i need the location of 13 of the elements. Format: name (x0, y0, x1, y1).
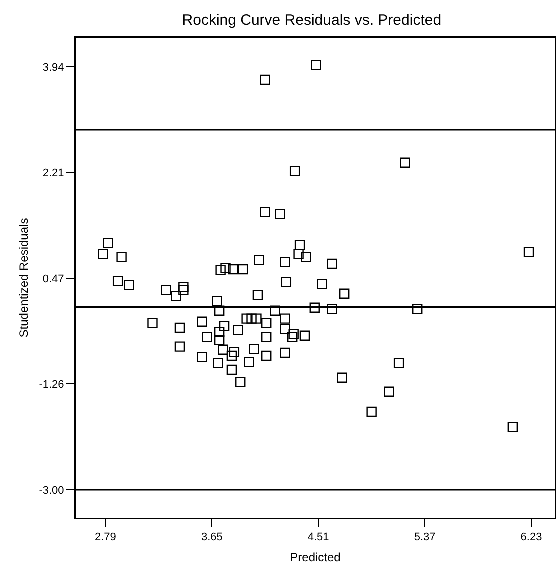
x-tick-label: 3.65 (201, 532, 223, 544)
chart-title: Rocking Curve Residuals vs. Predicted (182, 12, 442, 30)
x-tick-label: 2.79 (95, 532, 116, 544)
y-tick-label: -1.26 (39, 378, 64, 391)
x-tick-label: 6.23 (520, 532, 542, 544)
x-tick-label: 4.51 (308, 532, 330, 544)
y-tick-label: 2.21 (42, 167, 64, 180)
x-tick-label: 5.37 (414, 532, 436, 544)
y-tick-label: 3.94 (42, 62, 64, 74)
y-tick-label: -3.00 (39, 484, 64, 497)
y-axis-title: Studentized Residuals (16, 218, 31, 338)
y-tick-label: 0.47 (42, 273, 64, 286)
x-axis-title: Predicted (290, 550, 341, 564)
